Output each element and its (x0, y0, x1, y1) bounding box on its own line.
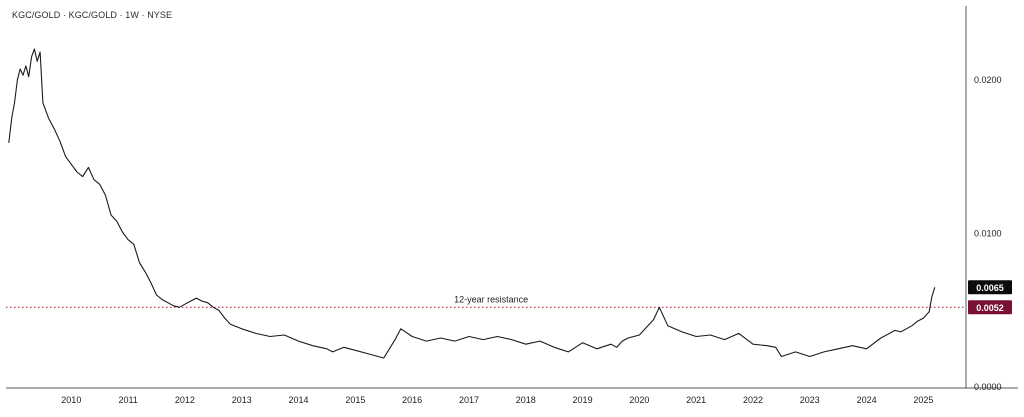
x-tick-label: 2018 (516, 395, 536, 405)
x-tick-label: 2014 (289, 395, 309, 405)
y-tick-label: 0.0000 (974, 382, 1002, 392)
resistance-label: 12-year resistance (454, 294, 528, 304)
x-tick-label: 2021 (686, 395, 706, 405)
price-badge-label: 0.0052 (976, 303, 1004, 313)
y-tick-label: 0.0200 (974, 75, 1002, 85)
chart-title: KGC/GOLD · KGC/GOLD · 1W · NYSE (12, 10, 173, 20)
x-tick-label: 2024 (857, 395, 877, 405)
x-tick-label: 2015 (345, 395, 365, 405)
x-tick-label: 2013 (232, 395, 252, 405)
price-badge (968, 280, 1012, 295)
y-tick-label: 0.0100 (974, 229, 1002, 239)
x-tick-label: 2023 (800, 395, 820, 405)
x-tick-label: 2020 (629, 395, 649, 405)
x-tick-label: 2025 (913, 395, 933, 405)
price-badge-label: 0.0065 (976, 283, 1004, 293)
x-tick-label: 2011 (118, 395, 137, 405)
x-tick-label: 2017 (459, 395, 479, 405)
price-line (8, 48, 936, 359)
price-badge (968, 300, 1012, 315)
x-tick-label: 2019 (573, 395, 593, 405)
x-tick-label: 2016 (402, 395, 422, 405)
x-tick-label: 2012 (175, 395, 195, 405)
x-tick-label: 2022 (743, 395, 763, 405)
x-tick-label: 2010 (61, 395, 81, 405)
